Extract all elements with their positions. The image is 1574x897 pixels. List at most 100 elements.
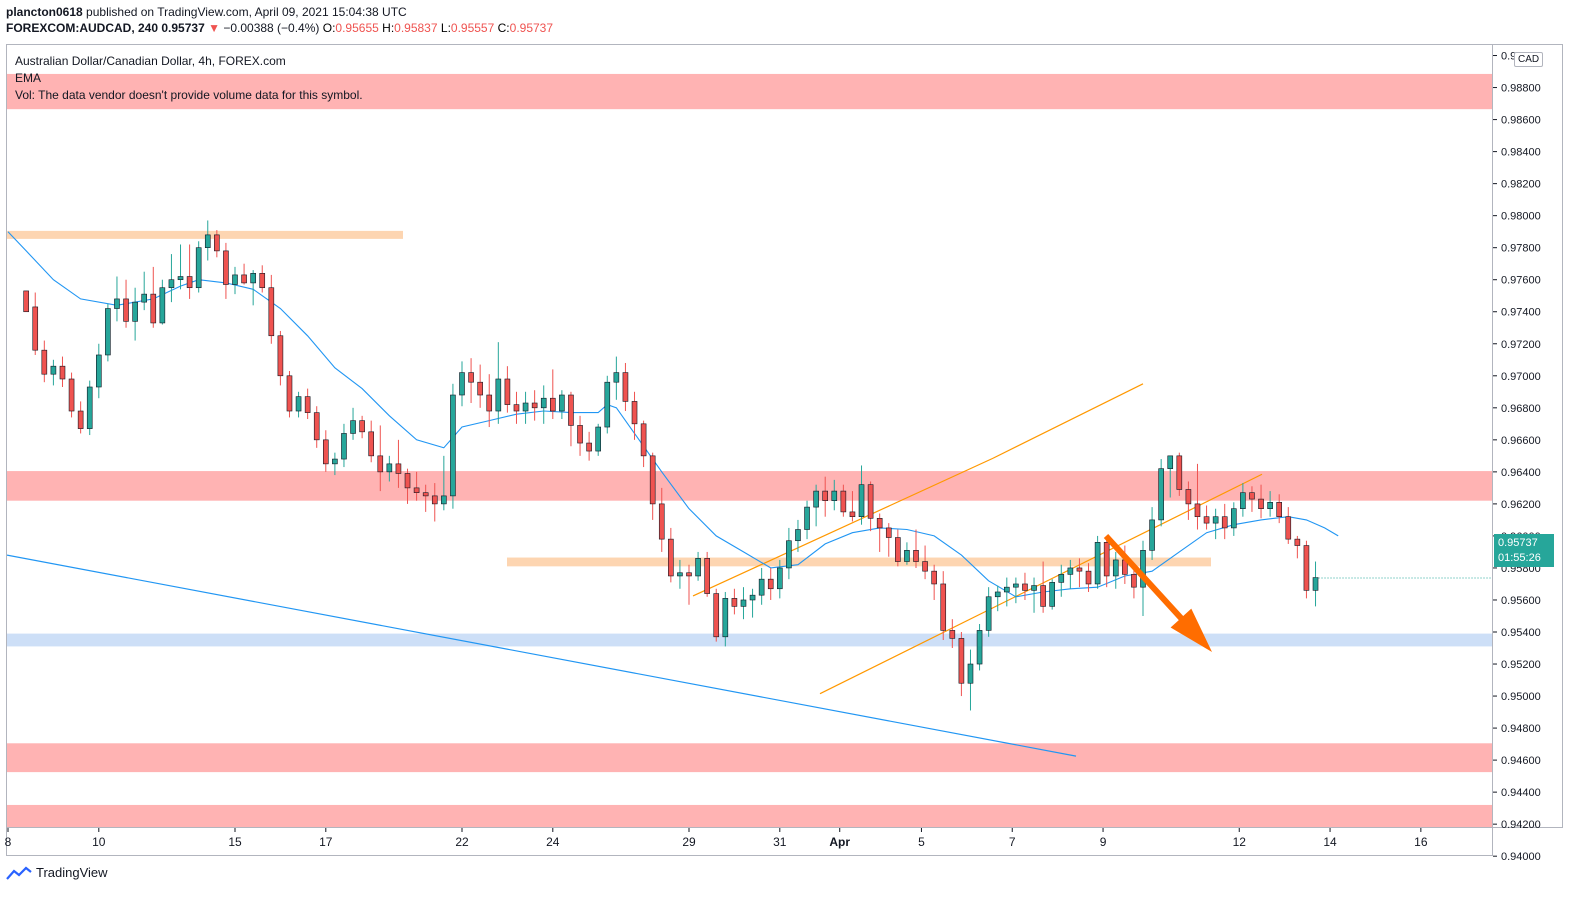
candle-body[interactable] [477, 381, 483, 396]
candle-body[interactable] [1003, 586, 1010, 593]
candle-body[interactable] [595, 426, 602, 452]
candle-body[interactable] [77, 410, 84, 429]
candle-body[interactable] [1040, 585, 1046, 607]
candle-body[interactable] [568, 394, 574, 426]
candle-body[interactable] [640, 423, 647, 457]
support-resistance-zone[interactable] [7, 471, 1492, 501]
candle-body[interactable] [304, 396, 311, 413]
candle-body[interactable] [1149, 519, 1155, 551]
candle-body[interactable] [831, 490, 838, 501]
candle-body[interactable] [268, 287, 275, 337]
chart-pane[interactable] [6, 44, 1493, 828]
candle-body[interactable] [214, 234, 220, 252]
candle-body[interactable] [1022, 583, 1028, 591]
candle-body[interactable] [540, 397, 547, 409]
candle-body[interactable] [168, 279, 175, 289]
candle-body[interactable] [1312, 577, 1319, 591]
candle-body[interactable] [332, 458, 338, 465]
candle-body[interactable] [985, 596, 992, 631]
candle-body[interactable] [913, 550, 919, 562]
candle-body[interactable] [767, 578, 774, 590]
candle-body[interactable] [86, 386, 93, 429]
candle-body[interactable] [468, 372, 474, 383]
candle-body[interactable] [1294, 538, 1301, 546]
candle-body[interactable] [1240, 492, 1246, 510]
candle-body[interactable] [68, 378, 75, 412]
support-resistance-zone[interactable] [7, 73, 1492, 110]
candle-body[interactable] [1013, 583, 1019, 588]
candle-body[interactable] [322, 439, 329, 465]
candle-body[interactable] [368, 431, 375, 457]
candle-body[interactable] [286, 375, 293, 412]
candle-body[interactable] [622, 372, 629, 402]
candle-body[interactable] [522, 402, 529, 412]
candle-body[interactable] [41, 349, 48, 375]
candle-body[interactable] [713, 593, 720, 638]
candle-body[interactable] [1049, 582, 1055, 607]
candle-body[interactable] [186, 276, 193, 289]
candle-body[interactable] [958, 638, 965, 684]
candle-body[interactable] [813, 490, 819, 508]
plot-area[interactable] [7, 73, 1492, 835]
candle-body[interactable] [994, 591, 1001, 598]
candle-body[interactable] [259, 273, 266, 289]
blue-trendline[interactable] [7, 554, 1077, 757]
candle-body[interactable] [431, 495, 438, 505]
candle-body[interactable] [486, 394, 493, 412]
candle-body[interactable] [404, 473, 411, 489]
candle-body[interactable] [895, 537, 901, 562]
support-resistance-zone[interactable] [7, 743, 1492, 773]
candle-body[interactable] [704, 558, 710, 594]
candle-body[interactable] [677, 572, 683, 577]
candle-body[interactable] [1212, 516, 1219, 524]
candle-body[interactable] [223, 250, 229, 285]
candle-body[interactable] [1276, 501, 1282, 518]
candle-body[interactable] [786, 540, 792, 569]
candle-body[interactable] [1031, 585, 1037, 591]
candle-body[interactable] [658, 503, 665, 540]
candle-body[interactable] [241, 274, 247, 284]
candle-body[interactable] [59, 365, 66, 380]
candle-body[interactable] [731, 598, 738, 607]
candle-body[interactable] [840, 490, 847, 513]
candle-body[interactable] [749, 594, 756, 601]
candle-body[interactable] [1058, 574, 1065, 583]
candle-body[interactable] [649, 455, 656, 505]
candle-body[interactable] [441, 495, 447, 505]
candle-body[interactable] [559, 394, 565, 412]
candle-body[interactable] [450, 394, 456, 497]
candle-body[interactable] [1085, 570, 1092, 585]
candle-body[interactable] [1194, 503, 1201, 518]
candle-body[interactable] [350, 420, 356, 434]
candle-body[interactable] [341, 433, 347, 460]
candle-body[interactable] [549, 397, 556, 412]
candle-body[interactable] [204, 234, 211, 248]
channel-upper-extension[interactable] [992, 383, 1144, 459]
candle-body[interactable] [1158, 468, 1164, 521]
candle-body[interactable] [132, 301, 138, 322]
candle-body[interactable] [722, 598, 729, 638]
legend-ema[interactable]: EMA [15, 71, 42, 85]
candle-body[interactable] [1167, 455, 1174, 469]
legend-volume[interactable]: Vol: The data vendor doesn't provide vol… [15, 88, 363, 102]
candle-body[interactable] [922, 561, 928, 572]
candle-body[interactable] [1203, 516, 1210, 524]
price-axis[interactable] [1493, 44, 1563, 828]
candle-body[interactable] [386, 463, 393, 473]
candle-body[interactable] [740, 599, 747, 607]
candle-body[interactable] [822, 490, 829, 501]
candle-body[interactable] [32, 306, 39, 351]
candle-body[interactable] [50, 365, 57, 375]
candle-body[interactable] [150, 293, 157, 324]
candle-body[interactable] [758, 578, 765, 596]
candle-body[interactable] [232, 274, 238, 285]
time-axis[interactable] [6, 828, 1493, 856]
candle-body[interactable] [313, 412, 320, 441]
candle-body[interactable] [513, 404, 520, 412]
bearish-arrow-icon[interactable] [1103, 534, 1212, 652]
candle-body[interactable] [795, 529, 801, 542]
candle-body[interactable] [195, 247, 202, 289]
candle-body[interactable] [976, 630, 983, 665]
candle-body[interactable] [776, 567, 783, 590]
